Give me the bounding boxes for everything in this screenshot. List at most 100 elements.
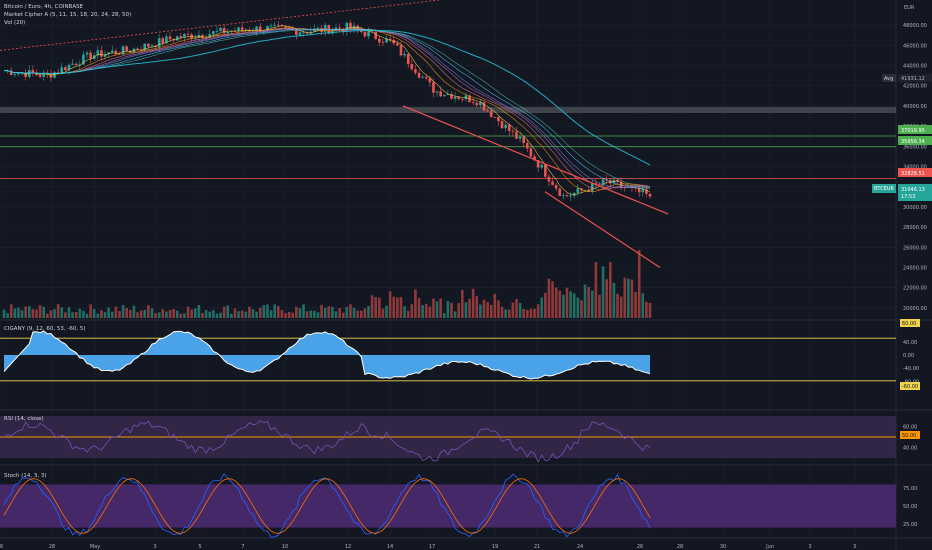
- candle: [345, 22, 349, 32]
- rsi-pane: 60.00 40.00: [0, 416, 917, 463]
- candle: [31, 70, 35, 74]
- volume-bar: [74, 311, 78, 318]
- volume-bar: [139, 310, 143, 318]
- volume-bar: [619, 296, 623, 318]
- volume-bar: [313, 310, 316, 318]
- volume-bar: [309, 310, 313, 318]
- candle: [316, 27, 320, 29]
- candle: [60, 67, 64, 73]
- stoch-tick: 25.00: [903, 522, 917, 528]
- time-tick: 26: [637, 544, 643, 550]
- candle: [562, 195, 565, 197]
- volume-bar: [125, 308, 129, 318]
- volume-bar: [507, 309, 511, 318]
- time-tick: 12: [345, 544, 351, 550]
- candle: [262, 30, 266, 32]
- volume-bar: [258, 307, 262, 318]
- stoch-pane-title: Stoch (14, 3, 3): [4, 473, 47, 479]
- candle: [230, 31, 233, 32]
- volume-bar: [352, 307, 356, 318]
- volume-bar: [38, 305, 42, 318]
- volume-bar: [453, 311, 457, 318]
- volume-bar: [280, 309, 284, 318]
- volume-bar: [233, 308, 237, 318]
- volume-bar: [251, 309, 255, 318]
- candle: [410, 64, 414, 70]
- volume-bar: [53, 309, 56, 318]
- candle: [208, 34, 212, 38]
- candle: [24, 72, 27, 77]
- volume-bar: [42, 306, 45, 318]
- volume-bar: [17, 307, 20, 318]
- volume-bar: [9, 304, 13, 318]
- candle: [504, 124, 507, 129]
- candle: [266, 26, 269, 31]
- volume-bar: [35, 309, 38, 318]
- time-tick: 24: [577, 544, 583, 550]
- volume-bar: [92, 308, 96, 318]
- time-tick: 14: [387, 544, 393, 550]
- candle: [298, 32, 302, 35]
- svg-text:-60.00: -60.00: [902, 384, 918, 390]
- candle: [525, 143, 529, 149]
- candle: [110, 50, 114, 53]
- candle: [363, 31, 367, 37]
- volume-bar: [363, 308, 367, 318]
- volume-bar: [266, 304, 269, 318]
- volume-bar: [349, 304, 352, 318]
- time-tick: May: [90, 544, 100, 550]
- volume-bar: [605, 279, 608, 318]
- candle: [424, 76, 428, 79]
- volume-bar: [587, 286, 590, 318]
- chart-title: Bitcoin / Euro, 4h, COINBASE: [4, 4, 84, 10]
- candle: [634, 187, 637, 189]
- price-tick: 30000.00: [903, 205, 927, 211]
- candle: [442, 95, 446, 97]
- channel-upper-line: [402, 105, 669, 215]
- candle: [540, 164, 544, 168]
- candle: [179, 36, 183, 38]
- candle: [237, 27, 240, 32]
- volume-bar: [551, 281, 554, 318]
- volume-bar: [222, 306, 226, 318]
- candle: [67, 64, 71, 71]
- time-tick: 3: [153, 544, 156, 550]
- volume-bar: [96, 313, 100, 318]
- candle: [367, 31, 370, 37]
- volume-bar: [168, 309, 172, 318]
- candle: [511, 130, 515, 132]
- volume-bar: [143, 309, 147, 318]
- time-tick: 30: [720, 544, 726, 550]
- volume-bar: [6, 313, 9, 318]
- candle: [85, 52, 89, 55]
- time-axis: 26 28 May 3 5 7 10 12 14 17 19 21 24 26 28 30 Jun 3 5: [0, 544, 857, 550]
- candle: [309, 31, 313, 34]
- volume-bar: [627, 278, 630, 318]
- volume-bar: [190, 309, 193, 318]
- volume-bar: [114, 306, 118, 318]
- time-tick: 5: [853, 544, 856, 550]
- candle: [219, 27, 222, 32]
- candle: [334, 27, 338, 30]
- volume-bar: [255, 311, 258, 318]
- volume-bar: [641, 293, 645, 318]
- volume-bar: [150, 308, 154, 318]
- volume-bar: [100, 310, 103, 318]
- candle: [457, 96, 461, 99]
- candle: [489, 111, 493, 118]
- volume-bar: [193, 308, 197, 318]
- candle: [284, 26, 287, 28]
- candle: [96, 50, 100, 56]
- candle: [233, 31, 237, 32]
- last-price-label: BTCEUR 31046.13 17:53: [872, 184, 932, 201]
- cipher-pane: 40.000.00-40.00-80.00: [0, 330, 919, 385]
- rsi-pane-title: RSI (14, close): [4, 416, 44, 422]
- volume-bar: [406, 310, 410, 318]
- svg-text:31046.13: 31046.13: [901, 187, 925, 193]
- volume-bar: [442, 313, 446, 318]
- candle: [212, 31, 215, 35]
- volume-bar: [457, 303, 461, 318]
- candle: [558, 188, 562, 196]
- volume-bar: [399, 297, 403, 318]
